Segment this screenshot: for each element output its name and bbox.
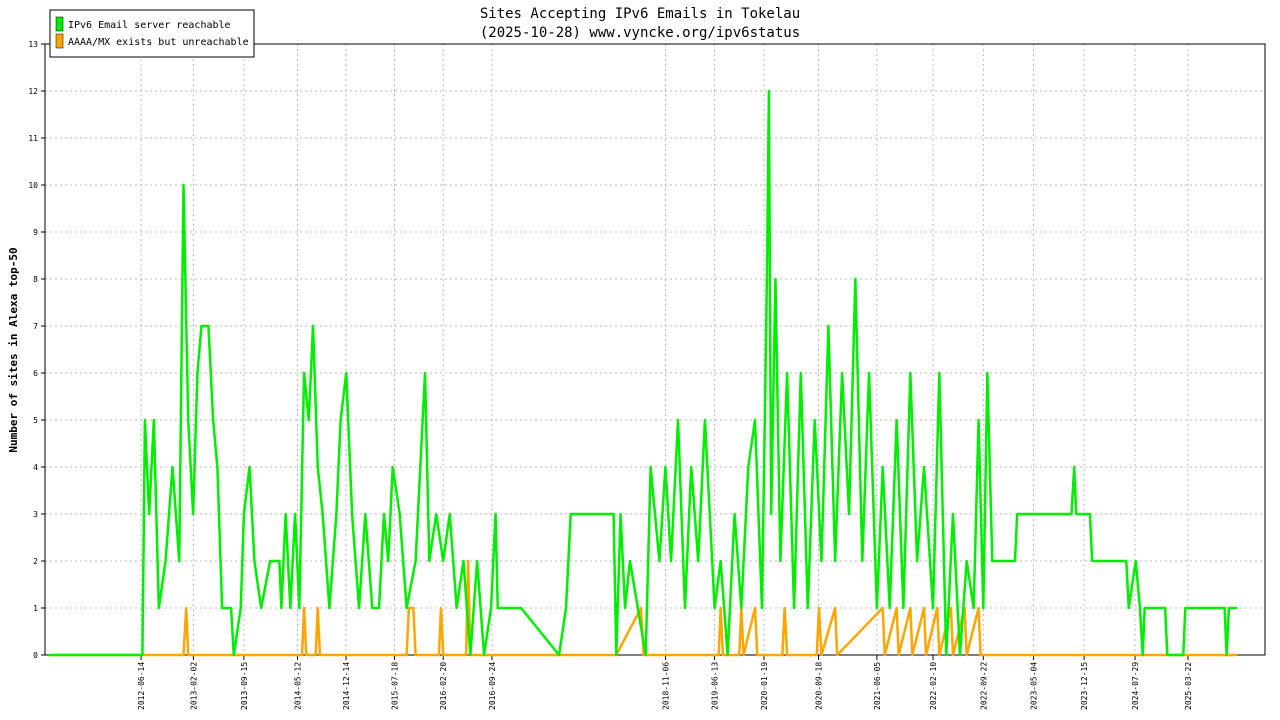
x-tick-label: 2022-09-22 [979,662,988,710]
y-tick-label: 2 [33,557,38,566]
x-tick-label: 2025-03-22 [1184,662,1193,710]
legend-swatch [55,16,64,32]
x-tick-label: 2021-06-05 [873,662,882,710]
chart-title: Sites Accepting IPv6 Emails in Tokelau [480,6,800,22]
y-tick-label: 3 [33,510,38,519]
y-tick-label: 8 [33,275,38,284]
x-tick-label: 2018-11-06 [661,662,670,710]
x-tick-label: 2023-05-04 [1030,662,1039,710]
legend-label: IPv6 Email server reachable [68,20,231,31]
x-tick-label: 2020-09-18 [815,662,824,710]
x-tick-label: 2013-09-15 [240,662,249,710]
legend-label: AAAA/MX exists but unreachable [68,37,249,48]
series-line [49,559,1238,657]
y-tick-label: 7 [33,322,38,331]
x-tick-label: 2014-05-12 [294,662,303,710]
y-tick-label: 5 [33,416,38,425]
series-line [49,89,1238,657]
y-tick-label: 11 [28,134,38,143]
chart-subtitle: (2025-10-28) www.vyncke.org/ipv6status [480,25,800,41]
y-tick-label: 1 [33,604,38,613]
legend-swatch [55,33,64,49]
y-tick-label: 13 [28,40,38,49]
x-tick-label: 2022-02-10 [929,662,938,710]
y-tick-label: 0 [33,651,38,660]
y-axis-label: Number of sites in Alexa top-50 [7,247,20,452]
x-tick-label: 2016-09-24 [488,662,497,710]
legend-box [49,9,255,58]
x-tick-label: 2012-06-14 [137,662,146,710]
y-tick-label: 10 [28,181,38,190]
x-tick-label: 2016-02-20 [439,662,448,710]
x-tick-label: 2014-12-14 [342,662,351,710]
x-tick-label: 2015-07-18 [391,662,400,710]
x-tick-label: 2019-06-13 [711,662,720,710]
y-tick-label: 4 [33,463,38,472]
x-tick-label: 2023-12-15 [1080,662,1089,710]
x-tick-label: 2020-01-19 [760,662,769,710]
x-tick-label: 2013-02-02 [189,662,198,710]
y-tick-label: 6 [33,369,38,378]
y-tick-label: 12 [28,87,38,96]
y-tick-label: 9 [33,228,38,237]
x-tick-label: 2024-07-29 [1131,662,1140,710]
